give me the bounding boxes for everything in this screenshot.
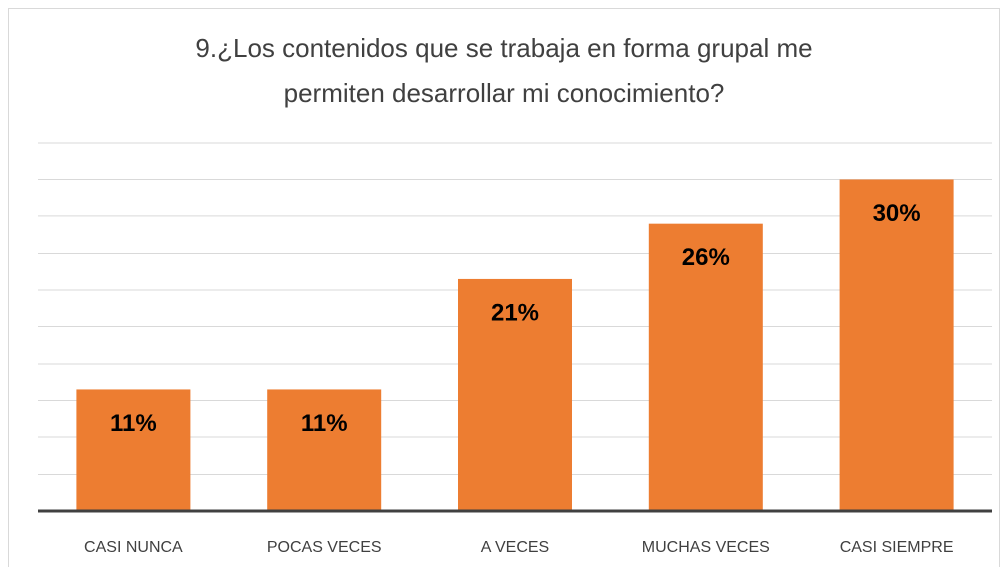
- chart-title: 9.¿Los contenidos que se trabaja en form…: [195, 33, 812, 63]
- chart-title: permiten desarrollar mi conocimiento?: [284, 78, 725, 108]
- data-label: 21%: [491, 299, 539, 326]
- x-tick-label: MUCHAS VECES: [642, 539, 770, 556]
- data-label: 26%: [682, 244, 730, 271]
- data-label: 11%: [301, 410, 348, 437]
- bar: [76, 389, 191, 511]
- bar: [267, 389, 382, 511]
- data-label: 30%: [873, 200, 921, 227]
- x-tick-label: CASI SIEMPRE: [840, 539, 954, 556]
- bar: [839, 179, 954, 511]
- bar: [458, 278, 572, 511]
- x-tick-label: POCAS VECES: [267, 539, 382, 556]
- data-label: 11%: [110, 410, 157, 437]
- x-tick-label: CASI NUNCA: [84, 539, 183, 556]
- bar: [648, 223, 763, 511]
- x-tick-label: A VECES: [481, 539, 549, 556]
